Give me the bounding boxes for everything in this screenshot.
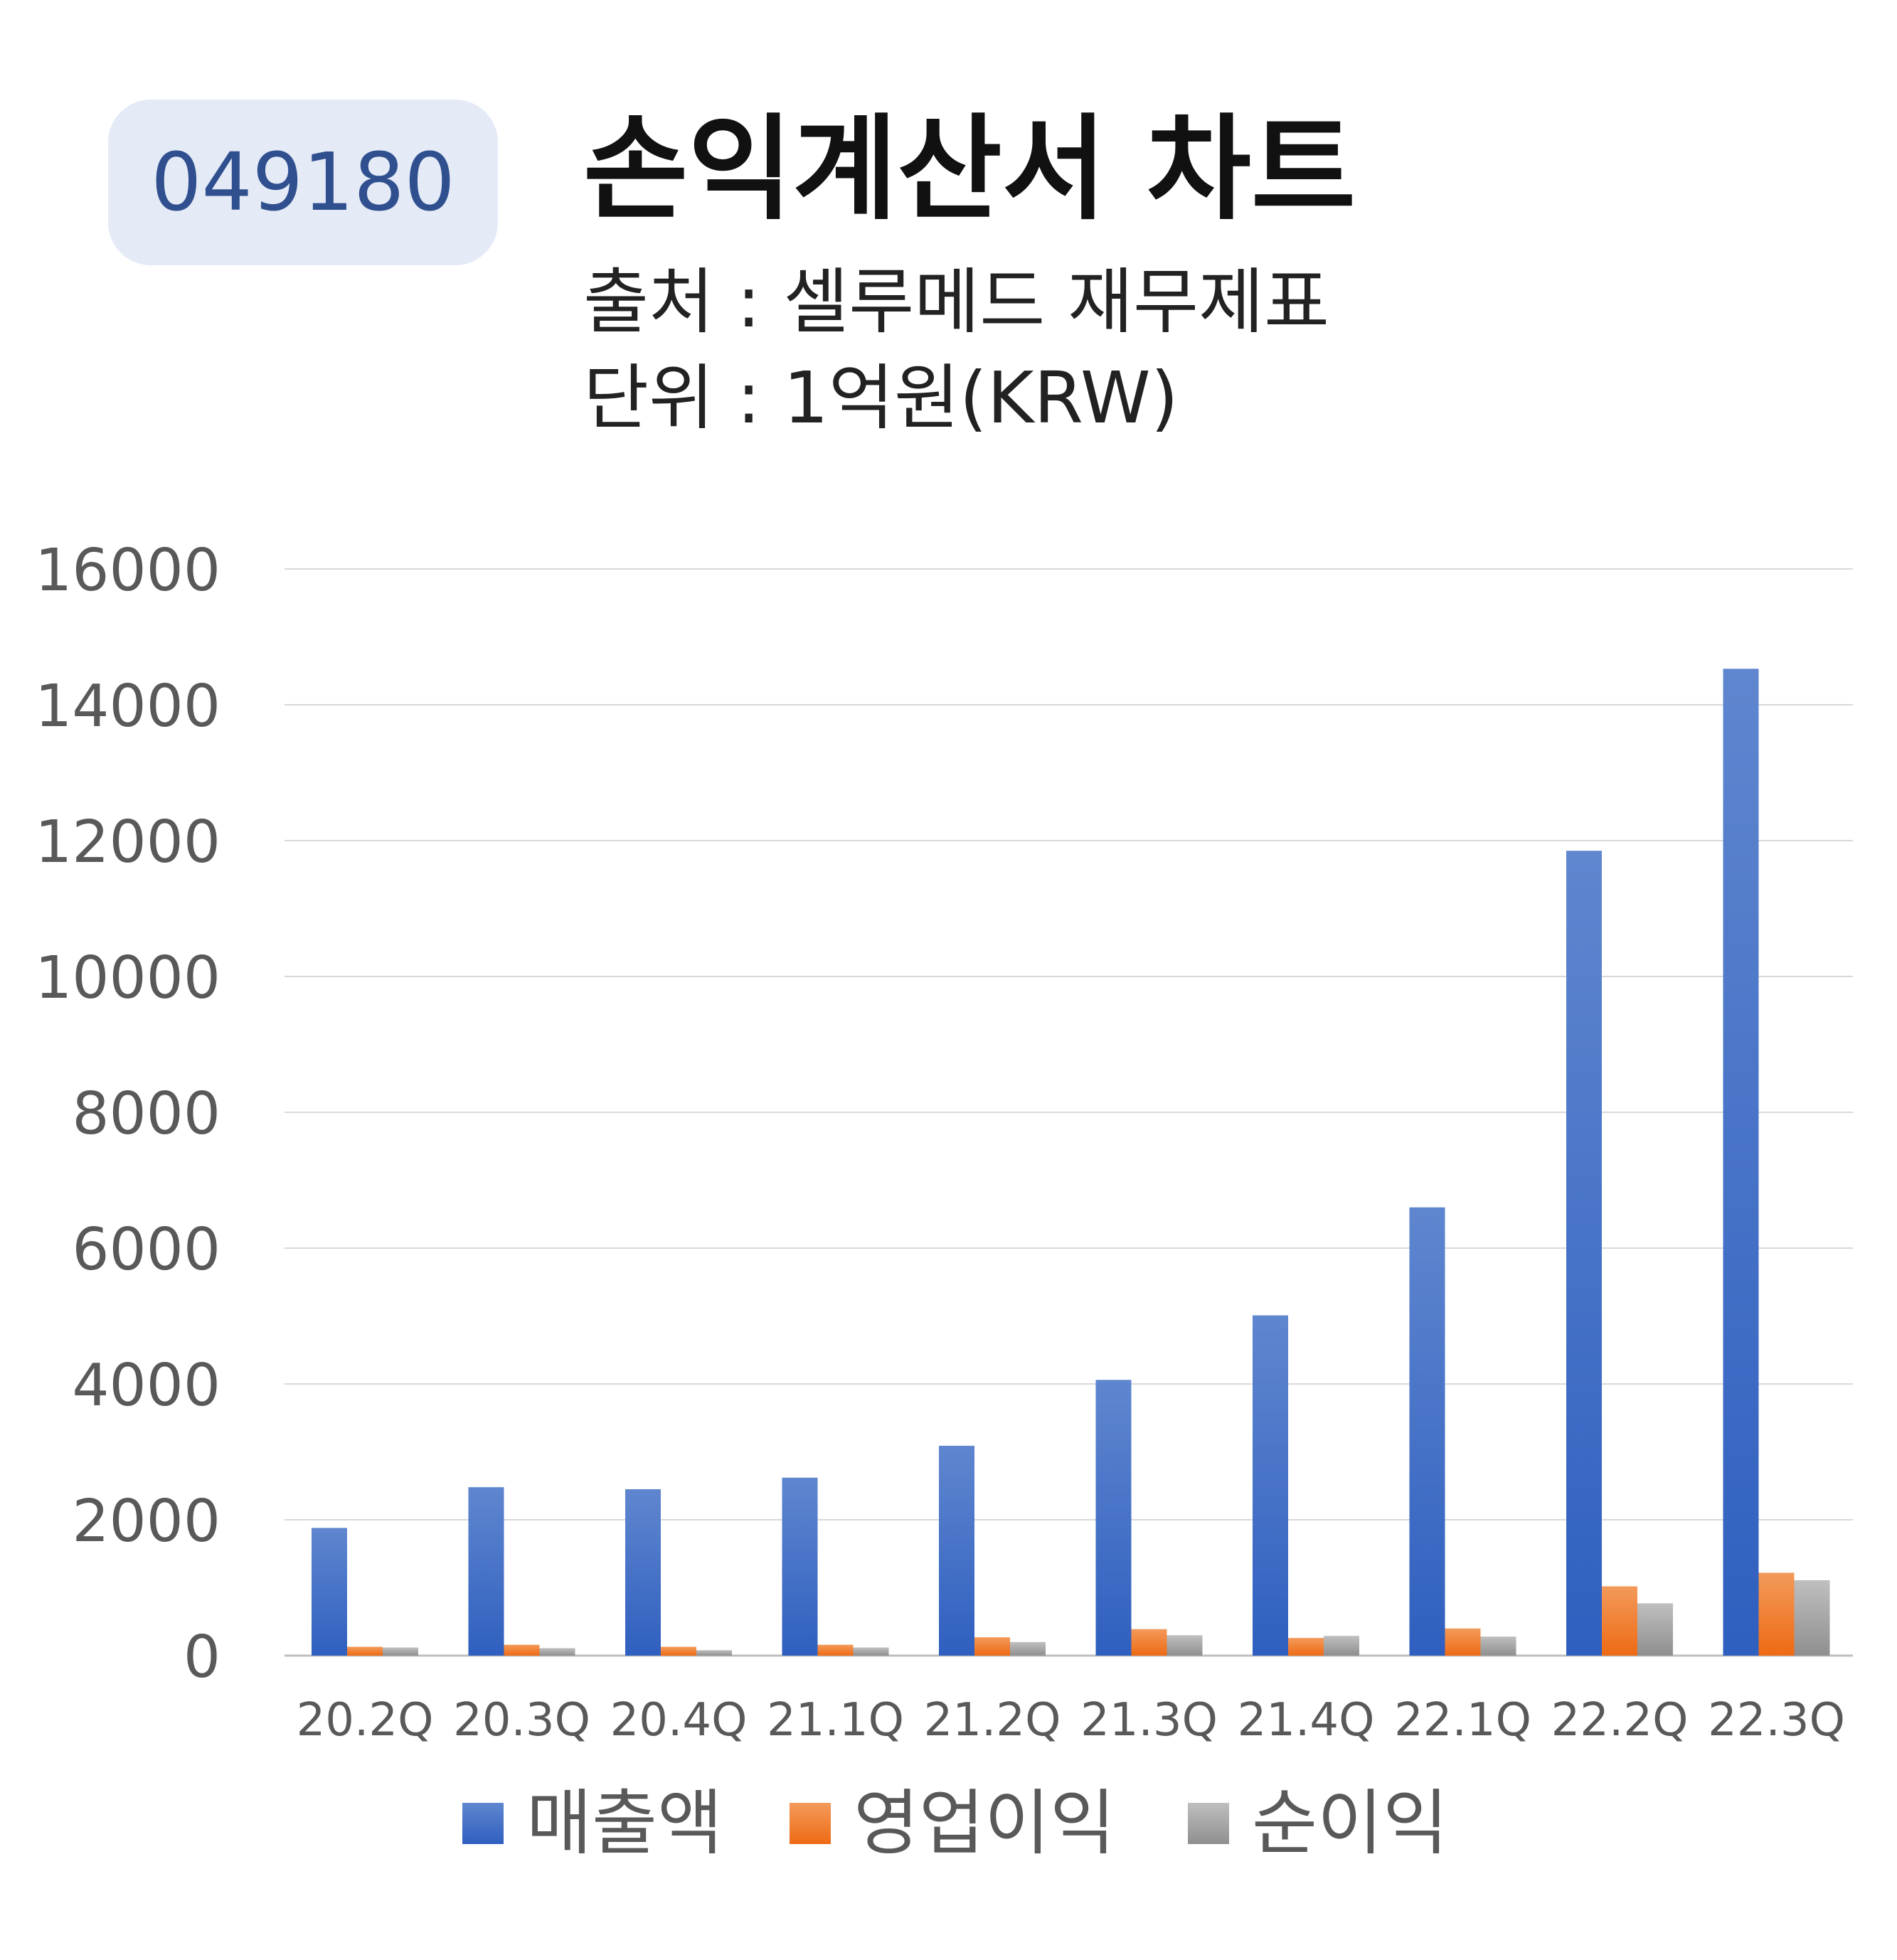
bar-sales [1253,1315,1288,1656]
bar-net-income [1637,1603,1673,1656]
x-tick-label: 22.1Q [1394,1694,1531,1747]
x-tick-label: 22.3Q [1708,1694,1845,1747]
legend-label-net-income: 순이익 [1252,1781,1448,1865]
bar-operating-profit [817,1644,854,1656]
bar-sales [939,1445,974,1656]
bar-sales [312,1528,347,1656]
y-tick-label: 4000 [72,1352,220,1420]
y-tick-label: 12000 [35,809,220,876]
bar-sales [625,1489,661,1656]
y-tick-label: 2000 [72,1488,220,1555]
bar-net-income [1794,1580,1830,1656]
ticker-badge: 049180 [108,100,498,265]
bar-net-income [1324,1636,1359,1656]
y-tick-label: 16000 [35,537,220,604]
y-tick-label: 6000 [72,1216,220,1284]
bar-operating-profit [347,1646,383,1656]
bar-operating-profit [974,1637,1010,1656]
x-tick-label: 22.2Q [1551,1694,1689,1747]
bar-sales [468,1487,504,1656]
bar-operating-profit [1288,1638,1324,1656]
bar-operating-profit [1445,1628,1481,1656]
x-axis-ticks: 20.2Q 20.3Q 20.4Q 21.1Q 21.2Q 21.3Q 21.4Q 22.1Q… [297,1694,1845,1747]
bar-sales [1566,851,1602,1656]
bar-operating-profit [1602,1586,1637,1656]
legend: 매출액 영업이익 순이익 [462,1781,1448,1865]
bar-operating-profit [661,1646,696,1656]
y-tick-label: 10000 [35,944,220,1012]
bar-net-income [1480,1636,1516,1656]
bar-sales [1095,1380,1132,1656]
bar-sales [1723,669,1759,1656]
legend-label-sales: 매출액 [526,1781,723,1865]
legend-swatch-sales [462,1803,504,1844]
bar-sales [1409,1207,1445,1656]
legend-label-operating-profit: 영업이익 [854,1781,1115,1865]
bar-net-income [383,1647,418,1656]
ticker-code: 049180 [151,136,455,229]
bar-sales [782,1477,818,1656]
chart-title: 손익계산서 차트 [583,102,1356,235]
x-tick-label: 21.2Q [924,1694,1061,1747]
bar-net-income [853,1647,889,1656]
bar-net-income [1010,1641,1046,1656]
bar-operating-profit [1758,1572,1795,1656]
legend-swatch-operating-profit [790,1803,831,1844]
x-tick-label: 20.2Q [297,1694,434,1747]
y-axis-ticks: 0 2000 4000 6000 8000 10000 12000 14000 16000 [35,537,220,1691]
bar-operating-profit [504,1644,540,1656]
y-tick-label: 0 [184,1624,220,1691]
x-tick-label: 20.4Q [610,1694,748,1747]
bar-net-income [539,1648,575,1656]
y-tick-label: 8000 [72,1080,220,1148]
legend-swatch-net-income [1188,1803,1229,1844]
x-tick-label: 21.3Q [1080,1694,1218,1747]
bar-net-income [1167,1635,1203,1656]
bar-operating-profit [1131,1629,1167,1656]
gridlines [285,568,1853,1657]
x-tick-label: 21.4Q [1238,1694,1375,1747]
bars [312,669,1830,1656]
y-tick-label: 14000 [35,673,220,740]
bar-net-income [696,1650,732,1656]
x-tick-label: 21.1Q [767,1694,904,1747]
x-tick-label: 20.3Q [453,1694,590,1747]
source-label: 출처 : 셀루메드 재무제표 [583,260,1330,343]
unit-label: 단위 : 1억원(KRW) [583,356,1179,440]
